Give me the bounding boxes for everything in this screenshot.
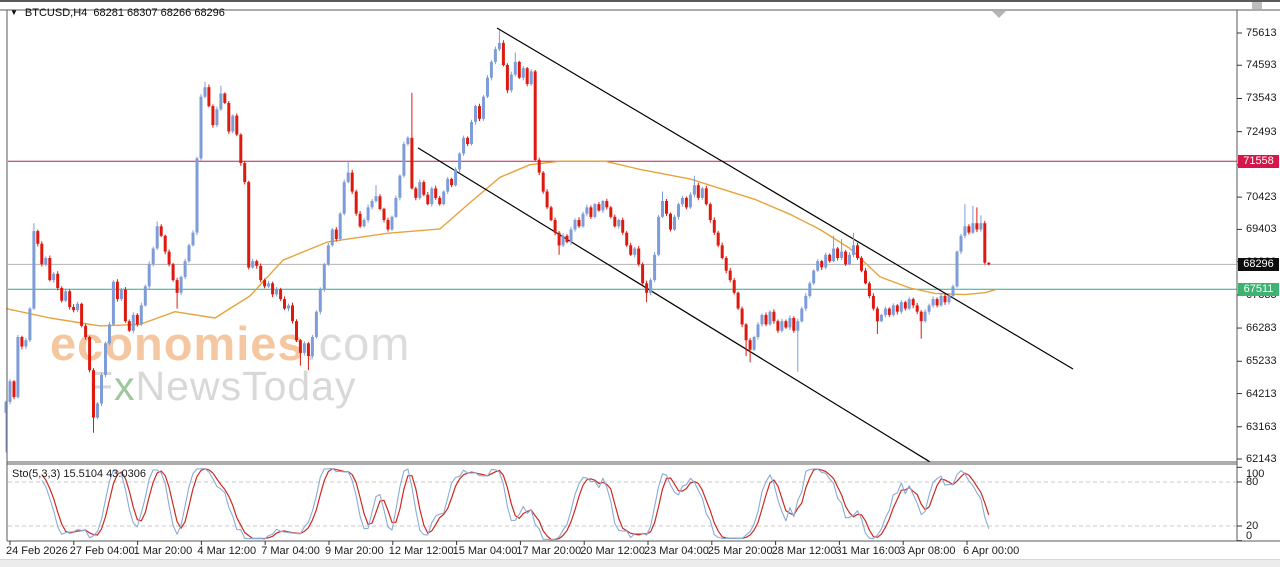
time-tick-label: 17 Mar 20:00 bbox=[516, 545, 582, 557]
price-tick-label: 63163 bbox=[1246, 420, 1277, 433]
time-tick-label: 25 Mar 20:00 bbox=[707, 545, 773, 557]
time-tick-label: 3 Apr 08:00 bbox=[899, 545, 956, 557]
time-tick-label: 1 Mar 20:00 bbox=[133, 545, 193, 557]
price-tick-label: 62143 bbox=[1246, 452, 1277, 465]
window-top-border bbox=[0, 0, 1280, 2]
chart-shift-marker-icon bbox=[992, 11, 1006, 18]
time-tick-label: 28 Mar 12:00 bbox=[771, 545, 837, 557]
time-tick-label: 15 Mar 04:00 bbox=[452, 545, 518, 557]
time-tick-label: 6 Apr 00:00 bbox=[963, 545, 1020, 557]
time-tick-label: 23 Mar 04:00 bbox=[644, 545, 709, 557]
moving-average-line bbox=[5, 160, 997, 327]
watermark-x-glyph: x bbox=[114, 363, 136, 409]
time-tick-label: 4 Mar 12:00 bbox=[197, 545, 257, 557]
time-tick-label: 7 Mar 04:00 bbox=[261, 545, 320, 557]
time-tick-label: 12 Mar 12:00 bbox=[388, 545, 454, 557]
candles bbox=[4, 30, 991, 453]
watermark-brand: economies.com bbox=[50, 320, 410, 367]
price-tick-label: 65233 bbox=[1246, 355, 1277, 368]
price-tick-label: 72493 bbox=[1246, 125, 1277, 138]
stoch-level-label: 100 bbox=[1246, 468, 1265, 480]
watermark-brand-name: economies bbox=[50, 317, 305, 370]
channel-upper-trendline bbox=[496, 27, 1074, 370]
channel-lower-trendline bbox=[417, 147, 931, 463]
stoch-level-label: 20 bbox=[1246, 520, 1259, 532]
price-badge-68296: 68296 bbox=[1238, 257, 1279, 271]
stoch-level-label: 0 bbox=[1246, 530, 1253, 542]
watermark-domain: .com bbox=[304, 317, 411, 370]
price-tick-label: 69403 bbox=[1246, 223, 1277, 236]
price-tick-label: 74593 bbox=[1246, 59, 1277, 72]
stochastic-signal-line bbox=[41, 468, 990, 541]
time-tick-label: 24 Feb 2026 bbox=[6, 545, 68, 557]
watermark-rest: NewsToday bbox=[135, 363, 357, 409]
symbol-header: ▼ BTCUSD,H4 68281 68307 68266 68296 bbox=[10, 7, 225, 19]
stochastic-main-line bbox=[41, 467, 990, 541]
price-tick-label: 73543 bbox=[1246, 92, 1277, 105]
stochastic-label: Sto(5,3,3) 15.5104 43.0306 bbox=[12, 468, 146, 480]
stoch-level-label: 80 bbox=[1246, 476, 1259, 488]
time-tick-label: 27 Feb 04:00 bbox=[69, 545, 135, 557]
scrollbar-artifact bbox=[1252, 2, 1262, 9]
symbol-dropdown-icon[interactable]: ▼ bbox=[10, 8, 18, 17]
price-badge-67511: 67511 bbox=[1238, 282, 1279, 296]
symbol-ohlc: 68281 68307 68266 68296 bbox=[93, 7, 225, 19]
price-tick-label: 66283 bbox=[1246, 322, 1277, 335]
time-tick-label: 9 Mar 20:00 bbox=[325, 545, 384, 557]
time-tick-label: 20 Mar 12:00 bbox=[580, 545, 646, 557]
watermark: economies.com FxNewsToday bbox=[50, 320, 410, 409]
price-tick-label: 70423 bbox=[1246, 191, 1277, 204]
symbol-name: BTCUSD,H4 bbox=[24, 7, 88, 19]
watermark-line2: FxNewsToday bbox=[88, 363, 410, 409]
bottom-strip bbox=[0, 559, 1280, 567]
price-tick-label: 75613 bbox=[1246, 27, 1277, 39]
price-tick-label: 64213 bbox=[1246, 387, 1277, 400]
price-badge-71558: 71558 bbox=[1238, 154, 1279, 168]
time-tick-label: 31 Mar 16:00 bbox=[835, 545, 901, 557]
